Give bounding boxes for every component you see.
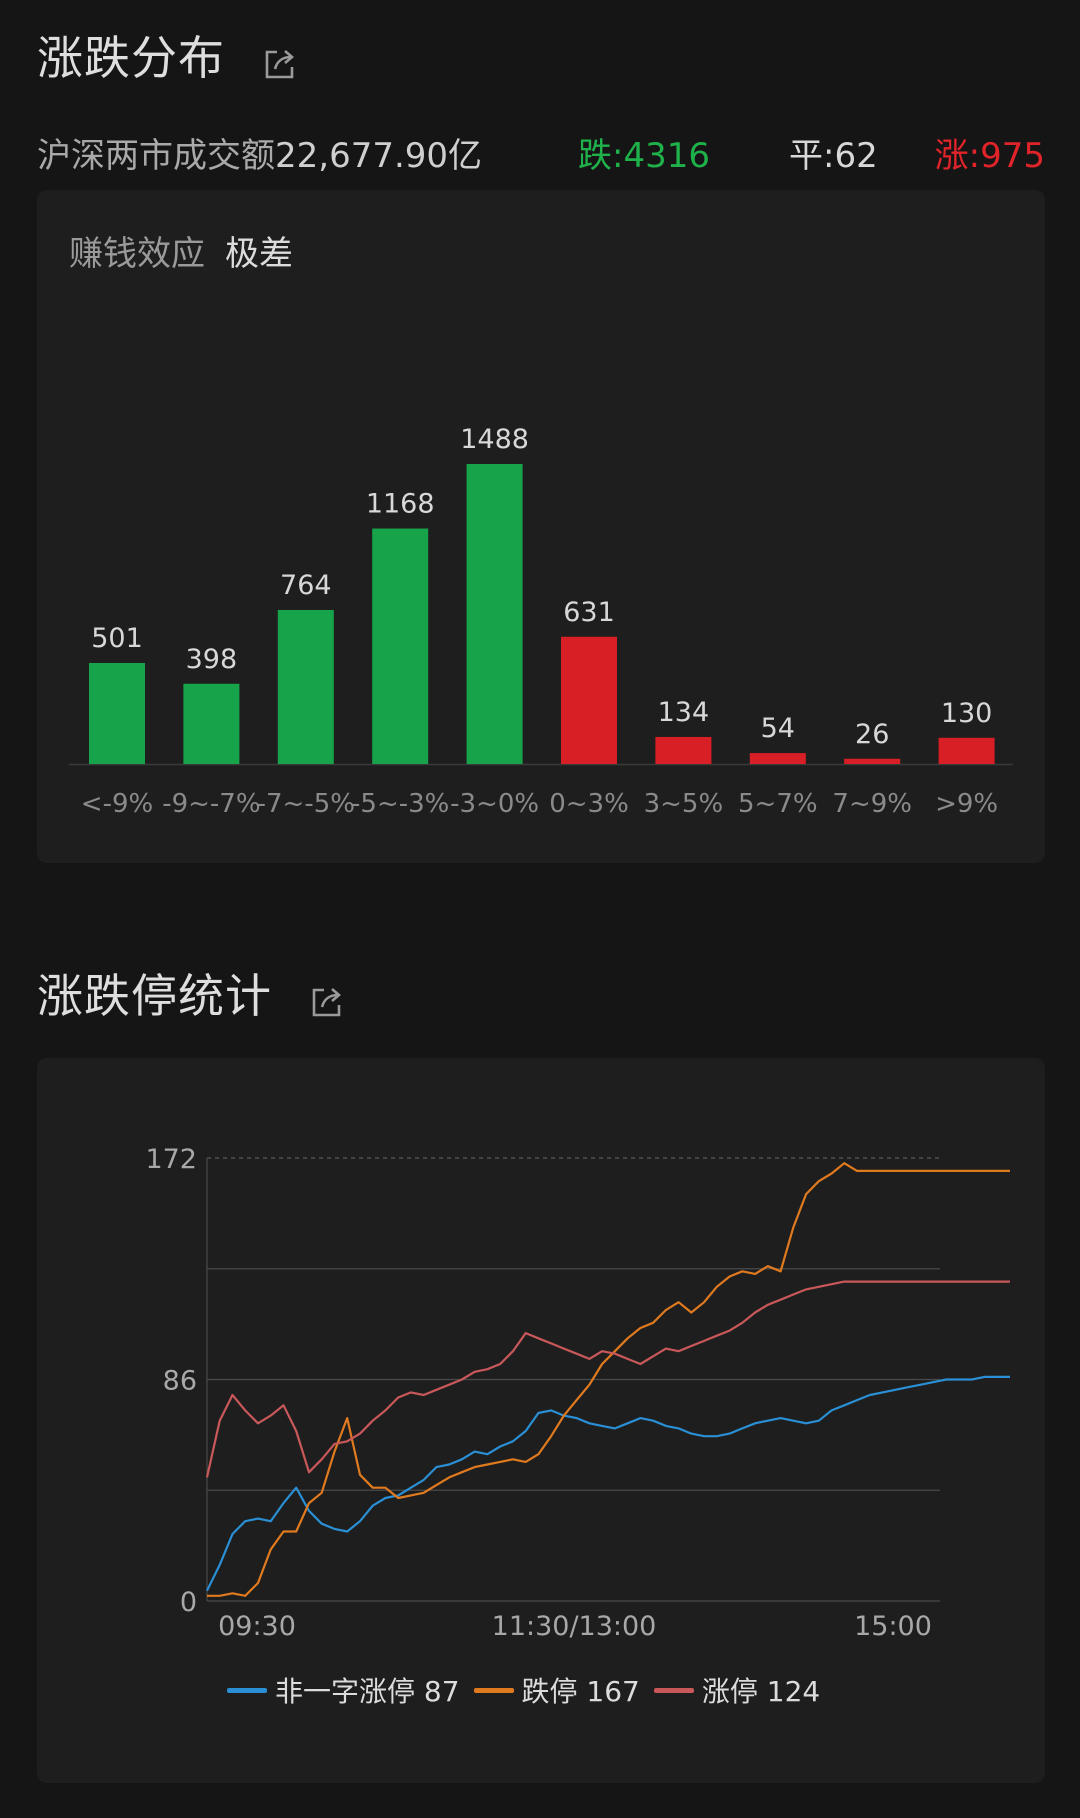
bar bbox=[844, 758, 901, 764]
y-tick-label: 172 bbox=[145, 1144, 197, 1175]
y-tick-label: 86 bbox=[163, 1366, 197, 1397]
bar-value-label: 631 bbox=[563, 597, 615, 628]
x-tick-label: 09:30 bbox=[218, 1611, 296, 1642]
bar bbox=[183, 683, 240, 764]
bar bbox=[372, 528, 429, 764]
bar-value-label: 54 bbox=[761, 713, 795, 744]
turnover: 沪深两市成交额22,677.90亿 bbox=[37, 128, 482, 177]
turnover-label: 沪深两市成交额 bbox=[37, 136, 275, 176]
turnover-value: 22,677.90亿 bbox=[275, 136, 483, 176]
category-label: <-9% bbox=[81, 789, 153, 819]
category-label: >9% bbox=[935, 789, 998, 819]
category-label: -7~-5% bbox=[257, 789, 355, 819]
legend-label: 非一字涨停 87 bbox=[275, 1675, 460, 1708]
category-label: -3~0% bbox=[450, 789, 539, 819]
y-tick-label: 0 bbox=[180, 1587, 197, 1618]
limit-stats-card: 0 86 172 09:30 11:30/13:00 15:00 非一字涨停 87 跌停 … bbox=[37, 1058, 1045, 1783]
bar bbox=[466, 464, 523, 764]
bar bbox=[655, 736, 712, 764]
money-effect: 赚钱效应 极差 bbox=[69, 226, 293, 275]
legend-label: 涨停 124 bbox=[701, 1675, 821, 1708]
flat-count: 平:62 bbox=[789, 136, 878, 176]
bar-value-label: 764 bbox=[280, 570, 332, 601]
legend-item[interactable]: 非一字涨停 87 bbox=[227, 1670, 460, 1710]
distribution-bar-chart: 501 <-9% 398 -9~-7% 764 -7~-5% 1168 -5~-3% 1488 -… bbox=[69, 424, 1013, 819]
legend-swatch bbox=[227, 1687, 267, 1693]
category-label: 3~5% bbox=[644, 789, 724, 819]
bar-value-label: 26 bbox=[855, 719, 889, 750]
money-effect-label: 赚钱效应 bbox=[69, 234, 205, 274]
bar-value-label: 398 bbox=[186, 644, 238, 675]
bar-value-label: 1168 bbox=[366, 489, 435, 520]
share-icon[interactable] bbox=[310, 976, 344, 1017]
distribution-title: 涨跌分布 bbox=[37, 22, 297, 88]
series-line bbox=[206, 1375, 1010, 1592]
series-line bbox=[205, 1280, 1010, 1478]
distribution-title-text: 涨跌分布 bbox=[37, 31, 225, 85]
bar-value-label: 130 bbox=[941, 698, 993, 729]
bar bbox=[277, 609, 334, 764]
limit-stats-title-text: 涨跌停统计 bbox=[37, 969, 272, 1023]
money-effect-value: 极差 bbox=[225, 234, 293, 274]
bar-value-label: 1488 bbox=[460, 424, 529, 455]
share-icon[interactable] bbox=[263, 38, 297, 79]
bar-value-label: 134 bbox=[658, 697, 710, 728]
legend-label: 跌停 167 bbox=[521, 1675, 640, 1708]
limit-stats-title: 涨跌停统计 bbox=[37, 960, 344, 1026]
chart-legend: 非一字涨停 87 跌停 167 涨停 124 bbox=[227, 1670, 834, 1710]
category-label: 0~3% bbox=[549, 789, 629, 819]
distribution-card: 赚钱效应 极差 501 <-9% 398 -9~-7% 764 -7~-5% 1168 -5~-… bbox=[37, 190, 1045, 863]
legend-swatch bbox=[653, 1687, 694, 1693]
x-tick-label: 15:00 bbox=[854, 1611, 932, 1642]
bar bbox=[561, 636, 617, 764]
category-label: 7~9% bbox=[832, 789, 912, 819]
category-label: 5~7% bbox=[738, 789, 818, 819]
legend-item[interactable]: 跌停 167 bbox=[473, 1670, 640, 1710]
limit-stats-line-chart: 0 86 172 09:30 11:30/13:00 15:00 bbox=[145, 1144, 1010, 1642]
bar bbox=[749, 753, 806, 764]
legend-swatch bbox=[473, 1687, 514, 1693]
x-tick-label: 11:30/13:00 bbox=[492, 1611, 657, 1642]
bar-value-label: 501 bbox=[91, 623, 143, 654]
bar bbox=[938, 737, 995, 764]
bar bbox=[89, 662, 145, 764]
series-line bbox=[207, 1162, 1010, 1597]
category-label: -9~-7% bbox=[162, 789, 260, 819]
up-count: 涨:975 bbox=[934, 136, 1045, 176]
market-summary: 沪深两市成交额22,677.90亿 跌:4316 平:62 涨:975 bbox=[37, 128, 1045, 176]
category-label: -5~-3% bbox=[351, 789, 449, 819]
legend-item[interactable]: 涨停 124 bbox=[653, 1670, 821, 1710]
down-count: 跌:4316 bbox=[578, 136, 710, 176]
